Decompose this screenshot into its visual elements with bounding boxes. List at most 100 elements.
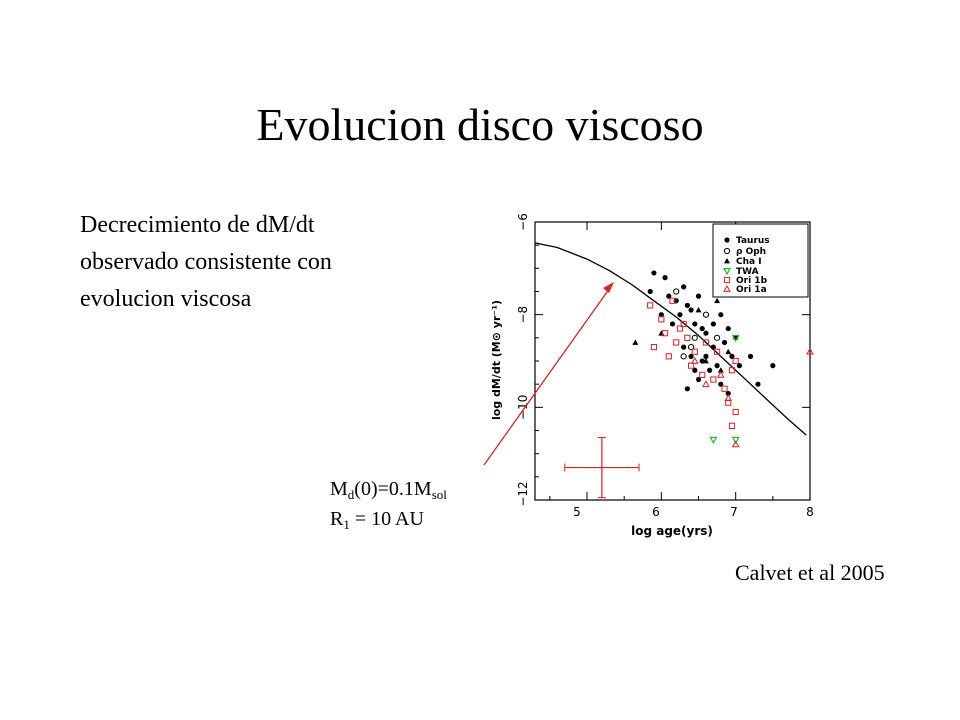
point-open-square [669,297,676,304]
annot-text: R [330,508,344,530]
point-filled-circle [647,288,653,295]
point-open-square [680,320,687,328]
point-open-circle [680,353,687,360]
point-open-square [647,302,654,309]
point-filled-circle [695,293,702,299]
point-filled-circle [710,344,716,350]
point-open-triangle-up [724,394,733,401]
point-open-circle [691,334,698,341]
x-tick-label: 7 [730,505,738,519]
point-open-square [713,348,721,355]
legend-entry: Taurus [736,236,770,246]
error-bar [564,436,640,499]
legend-marker [723,276,731,284]
y-tick-label: −12 [516,481,530,506]
point-open-square [676,325,684,332]
annot-text: = 10 AU [349,508,424,530]
annot-sub: d [347,487,355,502]
point-open-circle [673,288,680,295]
point-open-triangle-up [806,347,814,355]
point-filled-circle [688,307,694,313]
legend-markers [722,237,732,292]
data-points [632,270,814,448]
legend-entry: Ori 1a [736,285,767,295]
point-filled-circle [710,321,716,327]
legend-marker [723,284,731,292]
x-axis-label: log age(yrs) [631,524,713,538]
legend-marker [722,268,732,276]
point-filled-triangle [702,358,709,364]
point-open-square [732,408,739,416]
point-open-circle [713,334,721,341]
point-open-square [650,344,658,351]
legend-entry: Ori 1b [736,276,768,286]
point-filled-circle [725,390,731,397]
slide-description: Decrecimiento de dM/dt observado consist… [80,207,332,318]
y-tick-label: −8 [516,306,530,324]
x-tick-label: 8 [806,505,814,519]
point-filled-circle [684,386,690,392]
annot-sub: 1 [343,517,350,532]
point-filled-circle [692,367,698,373]
y-axis-label: log dM/dt (M⊙ yr⁻¹) [490,300,503,420]
citation: Calvet et al 2005 [735,560,885,585]
y-tick-label: −6 [516,213,530,231]
model-annotation: Md(0)=0.1Msol R1 = 10 AU [330,474,447,534]
point-filled-circle [714,363,720,369]
point-open-square [673,339,680,346]
description-line: evolucion viscosa [80,286,252,312]
point-open-triangle-up [702,380,710,388]
point-filled-circle [718,381,724,387]
legend-entry: ρ Oph [736,247,766,257]
point-filled-triangle [695,307,702,313]
point-filled-circle [681,344,687,350]
point-filled-circle [669,321,676,327]
point-open-square [658,316,665,323]
model-curve [534,242,807,436]
x-tick-labels: 5 6 7 8 [573,505,814,519]
slide-title: Evolucion disco viscoso [256,99,704,150]
x-tick-label: 5 [573,505,581,519]
point-open-square [691,348,698,355]
point-open-circle [702,311,710,318]
point-filled-circle [718,312,724,318]
point-filled-circle [673,298,679,304]
annotation-arrow-line [483,284,613,466]
description-line: observado consistente con [80,249,332,275]
legend-marker [723,247,731,255]
point-open-square [684,334,691,341]
point-filled-circle [703,330,709,336]
point-open-triangle-down [709,436,718,445]
point-filled-circle [770,363,776,369]
legend-marker [724,237,730,243]
point-open-triangle-down [731,334,740,343]
point-open-square [665,353,672,360]
point-open-square [728,422,736,429]
point-filled-circle [681,284,687,290]
point-filled-circle [651,270,657,276]
point-filled-circle [725,325,731,332]
point-open-square [702,339,710,346]
annot-sub: sol [431,487,447,502]
point-filled-circle [703,353,709,359]
annotation-disk-mass: Md(0)=0.1Msol [330,474,447,504]
point-filled-circle [747,353,754,359]
point-filled-circle [721,339,728,346]
point-filled-circle [755,381,761,387]
annotation-radius: R1 = 10 AU [330,504,447,534]
point-open-circle [687,344,695,351]
point-filled-circle [707,367,713,373]
axis-ticks [535,221,811,501]
point-filled-circle [699,325,705,332]
point-open-square [661,330,669,337]
description-line: Decrecimiento de dM/dt [80,212,315,238]
x-tick-label: 6 [652,505,660,519]
legend-entry: TWA [736,267,759,277]
legend-box [712,223,809,298]
point-open-square [710,376,717,383]
point-filled-circle [695,376,702,383]
point-open-square [732,357,739,365]
point-open-square [728,367,736,374]
point-filled-circle [692,321,698,327]
